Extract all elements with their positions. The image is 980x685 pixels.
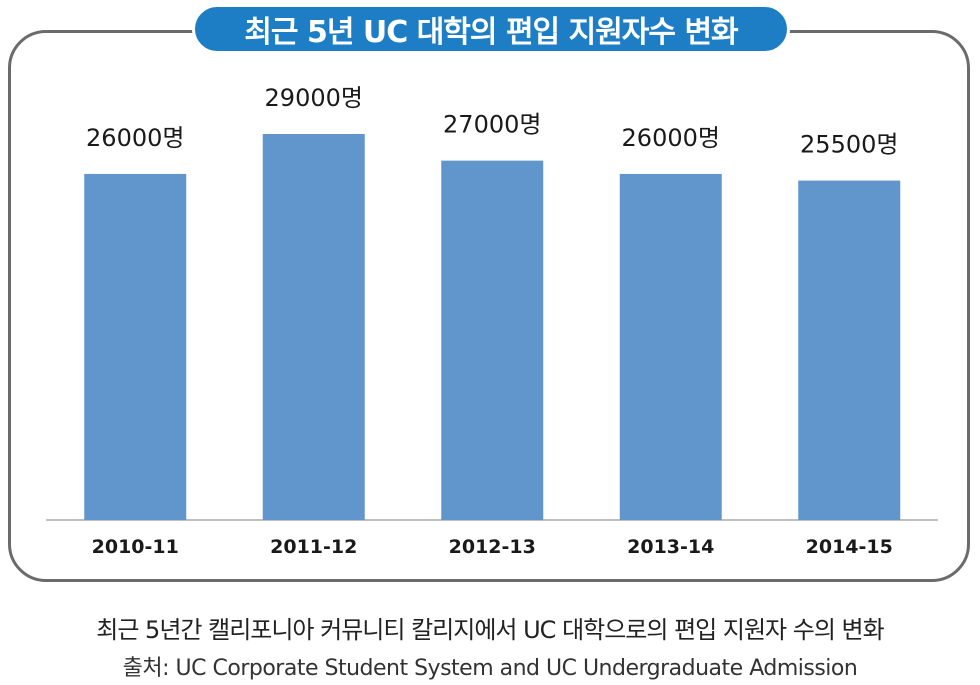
bar-group: 26000명 2010-11 29000명 2011-12 27000명 2012-13 2… [84, 84, 901, 558]
chart-title: 최근 5년 UC 대학의 편입 지원자수 변화 [244, 15, 738, 50]
bar-chart: 26000명 2010-11 29000명 2011-12 27000명 2012-13 2… [46, 84, 938, 558]
x-tick-label-2014-15: 2014-15 [806, 536, 893, 558]
source-note: 출처: UC Corporate Student System and UC U… [122, 656, 858, 681]
data-label-2011-12: 29000명 [265, 84, 363, 112]
bar-2010-11 [84, 173, 187, 520]
data-label-2014-15: 25500명 [800, 131, 898, 159]
bar-2014-15 [798, 180, 901, 520]
figure-caption: 최근 5년간 캘리포니아 커뮤니티 칼리지에서 UC 대학으로의 편입 지원자 … [96, 616, 884, 644]
x-tick-label-2010-11: 2010-11 [92, 536, 179, 558]
bar-2012-13 [441, 160, 544, 520]
x-tick-label-2013-14: 2013-14 [627, 536, 714, 558]
chart-title-banner: 최근 5년 UC 대학의 편입 지원자수 변화 [192, 4, 790, 54]
data-label-2010-11: 26000명 [86, 124, 184, 152]
x-tick-label-2011-12: 2011-12 [270, 536, 357, 558]
data-label-2013-14: 26000명 [622, 124, 720, 152]
bar-2011-12 [262, 134, 365, 520]
x-tick-label-2012-13: 2012-13 [449, 536, 536, 558]
bar-2013-14 [619, 173, 722, 520]
data-label-2012-13: 27000명 [443, 111, 541, 139]
